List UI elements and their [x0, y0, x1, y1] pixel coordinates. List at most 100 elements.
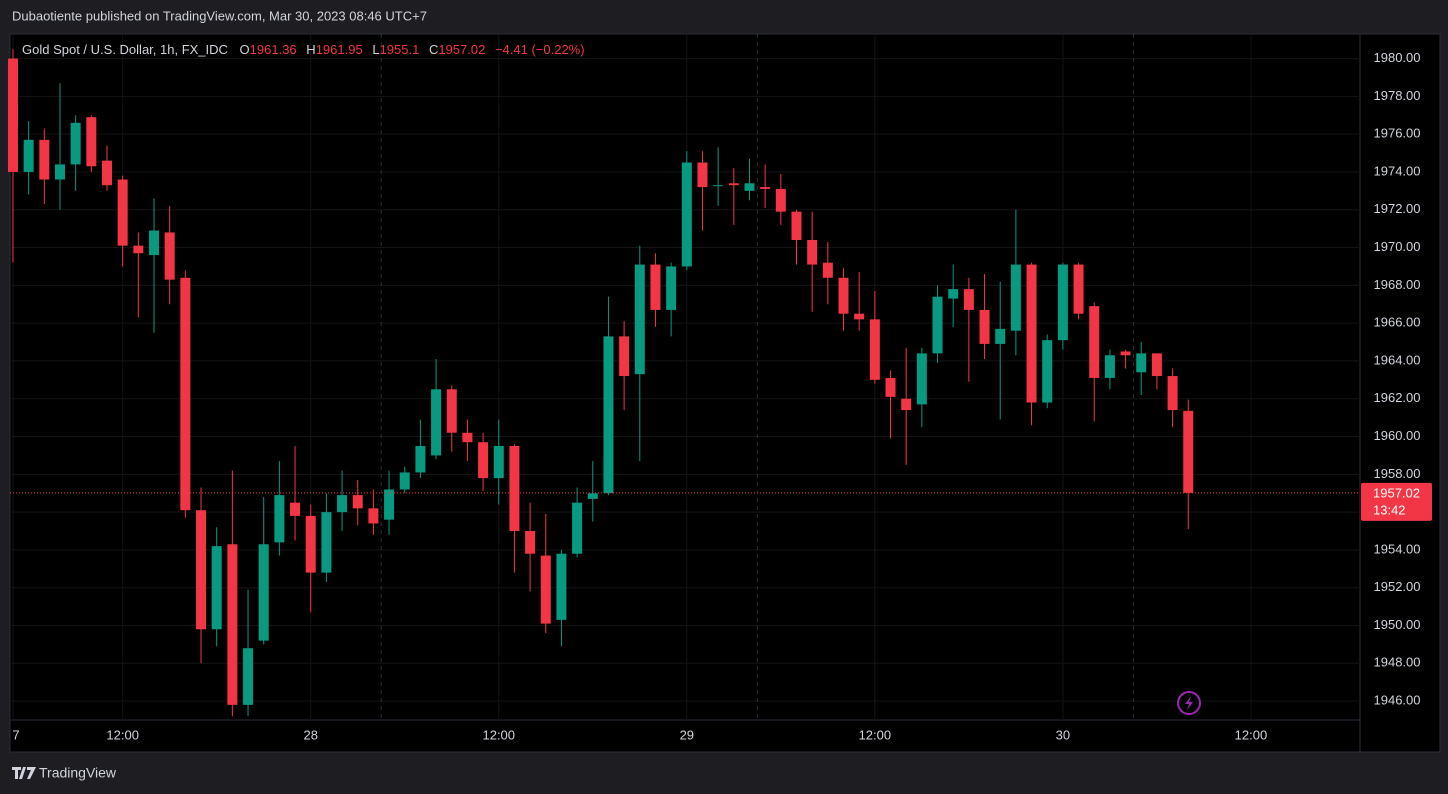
y-tick-label: 1974.00	[1374, 163, 1421, 178]
candle-body	[415, 445, 426, 473]
candle-body	[634, 264, 645, 375]
legend: Gold Spot / U.S. Dollar, 1h, FX_IDC O196…	[22, 42, 585, 57]
candle-body	[101, 160, 112, 186]
candle-body	[117, 179, 128, 246]
legend-change: −4.41 (−0.22%)	[495, 42, 585, 57]
candle-body	[211, 546, 222, 630]
y-tick-label: 1964.00	[1374, 352, 1421, 367]
x-tick-label: 30	[1056, 727, 1070, 742]
candle-body	[368, 508, 379, 524]
price-label: 1957.02	[1373, 485, 1420, 500]
candle-body	[650, 264, 661, 310]
labels: 1946.001948.001950.001952.001954.001956.…	[12, 50, 1432, 742]
candle-body	[431, 389, 442, 456]
candle-body	[23, 139, 34, 172]
candle-body	[854, 313, 865, 320]
candle-body	[1104, 355, 1115, 378]
candle-body	[791, 211, 802, 240]
legend-open: 1961.36	[250, 42, 297, 57]
candle-body	[164, 232, 175, 280]
x-tick-label: 29	[680, 727, 694, 742]
candle-body	[478, 442, 489, 479]
legend-high-label: H	[306, 42, 315, 57]
candle-body	[399, 472, 410, 490]
y-tick-label: 1978.00	[1374, 88, 1421, 103]
y-tick-label: 1958.00	[1374, 466, 1421, 481]
candle-body	[822, 262, 833, 278]
x-tick-label: 12:00	[106, 727, 139, 742]
candle-body	[384, 489, 395, 520]
brand-logo[interactable]	[12, 767, 36, 779]
candle-body	[1136, 353, 1147, 373]
candle-body	[728, 183, 739, 186]
legend-low-label: L	[372, 42, 379, 57]
x-tick-label: 7	[12, 727, 19, 742]
y-tick-label: 1960.00	[1374, 428, 1421, 443]
candle-body	[619, 336, 630, 377]
candle-body	[901, 398, 912, 411]
candle-body	[775, 188, 786, 212]
candle-body	[744, 183, 755, 191]
candle-body	[509, 445, 520, 532]
candle-body	[243, 648, 254, 705]
candle-body	[697, 162, 708, 188]
x-tick-label: 12:00	[1235, 727, 1268, 742]
candle-body	[963, 289, 974, 310]
x-tick-label: 12:00	[482, 727, 515, 742]
legend-high: 1961.95	[316, 42, 363, 57]
candle-body	[352, 495, 363, 509]
candle-body	[540, 555, 551, 624]
y-tick-label: 1952.00	[1374, 579, 1421, 594]
candle-body	[39, 139, 50, 180]
y-tick-label: 1966.00	[1374, 315, 1421, 330]
candle-body	[885, 377, 896, 397]
candle-body	[180, 277, 191, 511]
alert-icon[interactable]	[1177, 691, 1201, 715]
candle-body	[274, 495, 285, 543]
candle-body	[337, 495, 348, 513]
legend-low: 1955.1	[380, 42, 420, 57]
y-tick-label: 1980.00	[1374, 50, 1421, 65]
candle-body	[446, 389, 457, 433]
alert-bolt[interactable]	[1185, 696, 1193, 710]
candle-body	[760, 187, 771, 189]
candle-body	[227, 544, 238, 705]
y-tick-label: 1946.00	[1374, 693, 1421, 708]
brand[interactable]: TradingView	[12, 765, 117, 781]
candle-body	[838, 277, 849, 314]
alert-circle[interactable]	[1177, 691, 1201, 715]
y-tick-label: 1976.00	[1374, 126, 1421, 141]
candle-body	[572, 502, 583, 554]
brand-name[interactable]: TradingView	[39, 765, 117, 781]
candle-body	[979, 309, 990, 344]
candle-body	[932, 296, 943, 354]
candle-body	[587, 493, 598, 499]
candle-body	[1042, 340, 1053, 403]
y-tick-label: 1948.00	[1374, 655, 1421, 670]
y-tick-label: 1962.00	[1374, 390, 1421, 405]
candle-body	[321, 512, 332, 573]
candle-body	[7, 58, 18, 172]
y-tick-label: 1968.00	[1374, 277, 1421, 292]
candle-body	[149, 230, 160, 256]
candle-body	[1183, 410, 1194, 493]
candles	[7, 49, 1360, 717]
candle-body	[196, 510, 207, 630]
y-tick-label: 1970.00	[1374, 239, 1421, 254]
candle-body	[290, 502, 301, 516]
candle-body	[681, 162, 692, 267]
candle-body	[713, 185, 724, 187]
candle-body	[1089, 306, 1100, 378]
candle-body	[807, 239, 818, 265]
price-label-box	[1361, 482, 1432, 521]
candle-body	[869, 319, 880, 380]
candle-body	[133, 245, 144, 254]
candle-body	[305, 515, 316, 573]
y-tick-label: 1950.00	[1374, 617, 1421, 632]
candle-body	[70, 122, 81, 165]
candle-body	[1073, 264, 1084, 314]
candle-body	[525, 531, 536, 554]
candle-body	[1151, 353, 1162, 377]
